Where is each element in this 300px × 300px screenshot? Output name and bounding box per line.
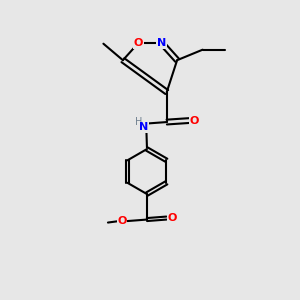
Text: N: N xyxy=(157,38,166,48)
Text: N: N xyxy=(139,122,148,132)
Text: O: O xyxy=(167,213,176,223)
Text: O: O xyxy=(117,216,127,226)
Text: H: H xyxy=(135,117,142,127)
Text: O: O xyxy=(134,38,143,48)
Text: O: O xyxy=(190,116,199,126)
